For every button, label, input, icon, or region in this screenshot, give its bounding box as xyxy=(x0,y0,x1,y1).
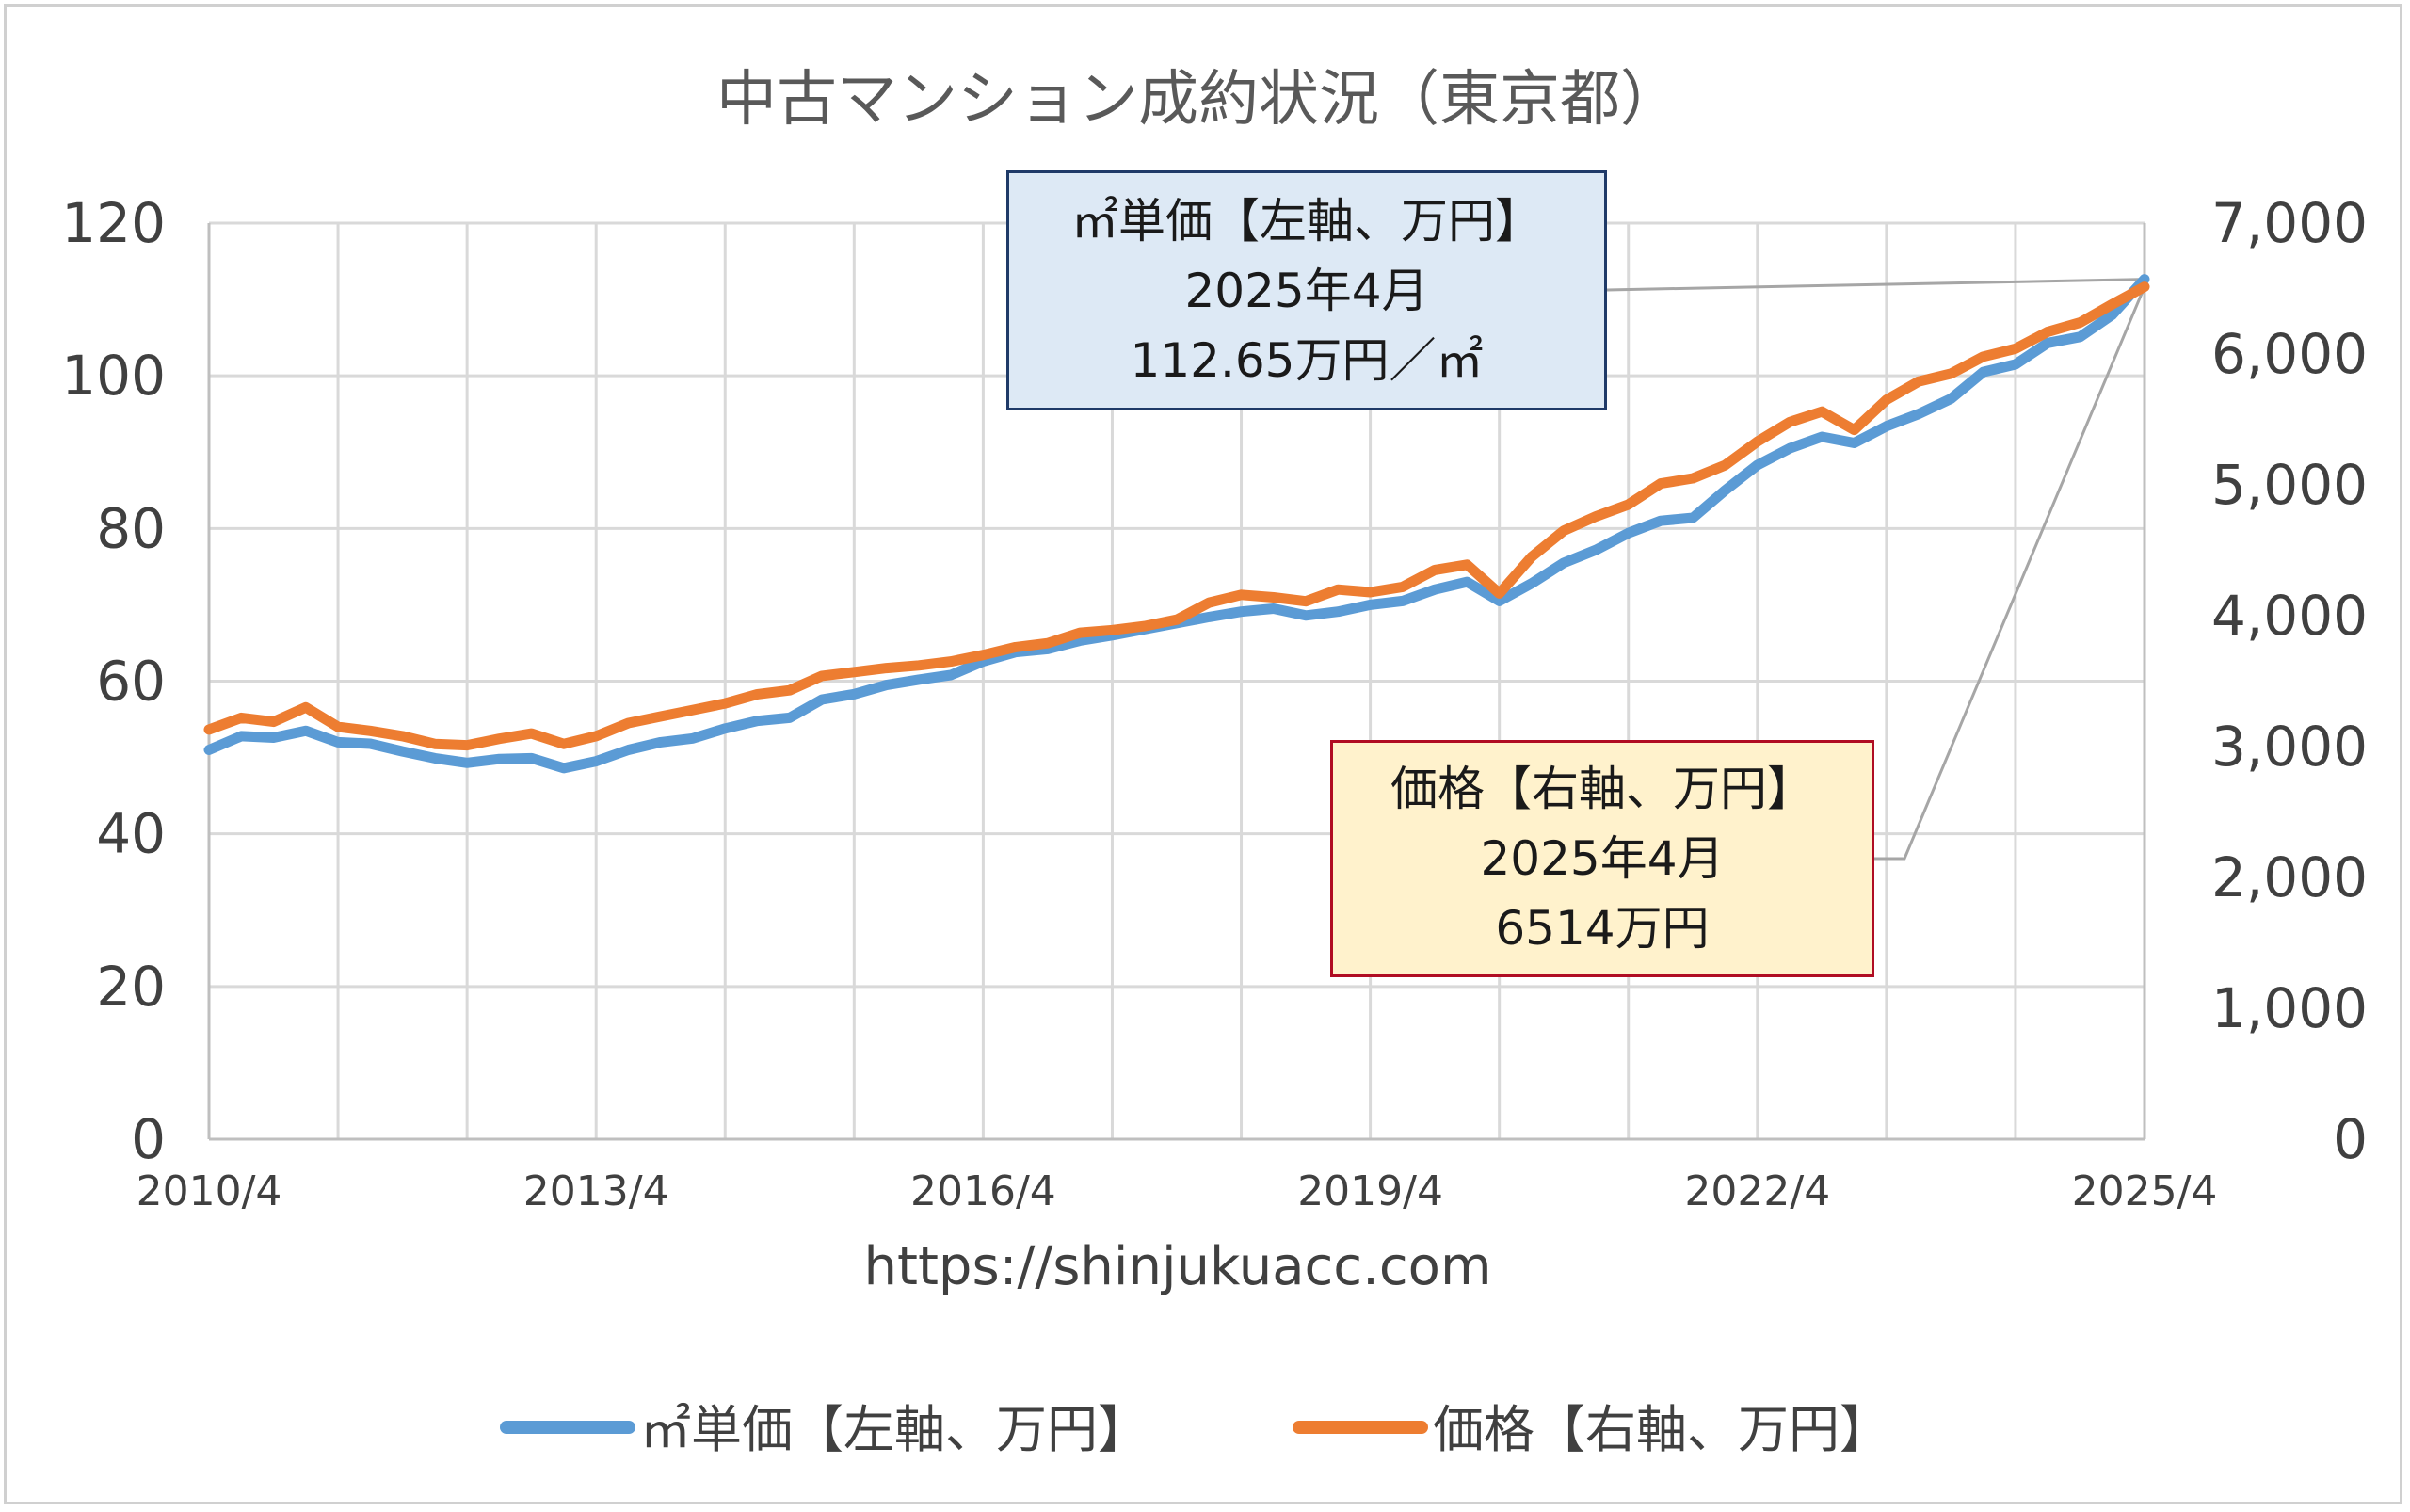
left-axis-tick-label: 120 xyxy=(61,191,166,255)
right-axis-tick-label: 4,000 xyxy=(2211,584,2368,648)
left-axis-tick-label: 80 xyxy=(96,496,166,560)
legend-label-price: 価格【右軸、万円】 xyxy=(1433,1400,1890,1459)
callout-sqm-line-1: ㎡単価【左軸、万円】 xyxy=(1071,193,1542,249)
right-axis-tick-label: 2,000 xyxy=(2211,845,2368,909)
right-axis-tick-label: 0 xyxy=(2333,1107,2368,1171)
x-axis-tick-label: 2010/4 xyxy=(137,1167,282,1215)
legend-label-sqm: ㎡単価【左軸、万円】 xyxy=(640,1400,1149,1459)
callout-price-line-3: 6514万円 xyxy=(1495,901,1710,956)
right-axis-tick-label: 6,000 xyxy=(2211,322,2368,386)
right-axis-tick-label: 3,000 xyxy=(2211,715,2368,779)
series-lines xyxy=(203,274,2150,774)
source-url: https://shinjukuacc.com xyxy=(864,1236,1492,1297)
callout-price-line-2: 2025年4月 xyxy=(1480,831,1725,886)
left-axis-tick-label: 60 xyxy=(96,650,166,714)
x-axis-tick-label: 2016/4 xyxy=(910,1167,1056,1215)
leader-line-sqm xyxy=(1606,278,2145,292)
right-axis-tick-label: 5,000 xyxy=(2211,453,2368,517)
chart-title: 中古マンション成約状況（東京都） xyxy=(716,65,1680,135)
right-axis-tick-label: 7,000 xyxy=(2211,191,2368,255)
callout-price-line-1: 価格【右軸、万円】 xyxy=(1390,762,1814,816)
left-axis-tick-label: 100 xyxy=(61,344,166,408)
callout-total-price: 価格【右軸、万円】 2025年4月 6514万円 xyxy=(1330,740,1874,977)
x-axis-tick-label: 2019/4 xyxy=(1297,1167,1443,1215)
x-axis-tick-label: 2013/4 xyxy=(523,1167,669,1215)
right-axis-tick-label: 1,000 xyxy=(2211,976,2368,1040)
callout-sqm-price: ㎡単価【左軸、万円】 2025年4月 112.65万円／㎡ xyxy=(1006,170,1607,410)
left-axis-tick-label: 20 xyxy=(96,955,166,1019)
leader-line-price xyxy=(1874,285,2146,861)
callout-sqm-line-3: 112.65万円／㎡ xyxy=(1130,332,1484,388)
x-axis-tick-label: 2022/4 xyxy=(1684,1167,1830,1215)
left-axis-tick-label: 40 xyxy=(96,802,166,866)
series-line-total-price xyxy=(203,281,2150,751)
axes: 0 20 40 60 80 100 120 0 1,000 2,000 3,000 4,000 5,00… xyxy=(61,191,2368,1215)
callout-leaders xyxy=(1606,278,2146,861)
legend: ㎡単価【左軸、万円】 価格【右軸、万円】 xyxy=(500,1400,1890,1459)
x-axis-tick-label: 2025/4 xyxy=(2072,1167,2218,1215)
left-axis-tick-label: 0 xyxy=(131,1107,166,1171)
callout-sqm-line-2: 2025年4月 xyxy=(1184,263,1429,318)
